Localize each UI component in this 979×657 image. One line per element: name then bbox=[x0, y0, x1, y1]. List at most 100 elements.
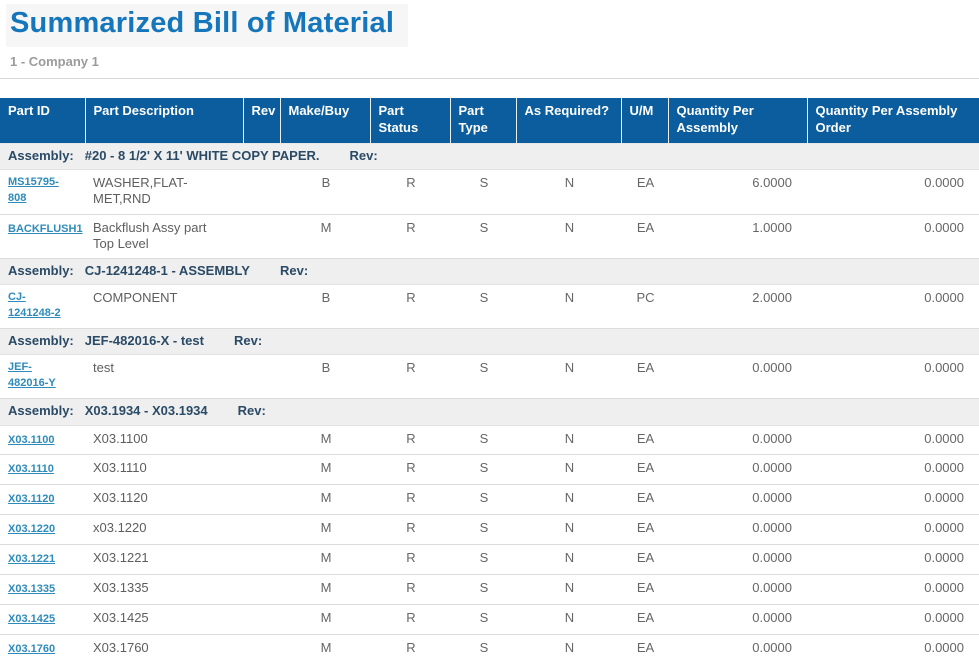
cell-rev bbox=[243, 484, 280, 516]
cell-description: COMPONENT bbox=[85, 284, 243, 330]
cell-description: X03.1110 bbox=[85, 454, 243, 486]
part-id-cell: X03.1760 bbox=[0, 634, 85, 657]
cell-rev bbox=[243, 214, 280, 260]
assembly-group-row: Assembly: X03.1934 - X03.1934 Rev: bbox=[0, 398, 979, 426]
part-id-link[interactable]: CJ-1241248-2 bbox=[8, 291, 61, 320]
cell-rev bbox=[243, 574, 280, 606]
cell-description: Backflush Assy part Top Level bbox=[85, 214, 243, 260]
column-header-part-type: Part Type bbox=[450, 98, 517, 144]
cell-part-status: R bbox=[370, 634, 450, 657]
cell-rev bbox=[243, 454, 280, 486]
assembly-group-cell: Assembly: #20 - 8 1/2' X 11' WHITE COPY P… bbox=[0, 142, 979, 171]
cell-part-type: S bbox=[450, 425, 516, 456]
cell-as-required: N bbox=[516, 169, 621, 215]
cell-as-required: N bbox=[516, 604, 621, 636]
column-header-as-required: As Required? bbox=[516, 98, 622, 144]
part-id-cell: X03.1120 bbox=[0, 484, 85, 516]
column-header-rev: Rev bbox=[243, 98, 281, 144]
assembly-group-cell: Assembly: X03.1934 - X03.1934 Rev: bbox=[0, 398, 979, 426]
cell-qty-per-assembly: 0.0000 bbox=[668, 634, 807, 657]
cell-description: X03.1120 bbox=[85, 484, 243, 516]
part-id-link[interactable]: JEF-482016-Y bbox=[8, 361, 56, 390]
cell-make-buy: M bbox=[280, 514, 370, 546]
cell-part-type: S bbox=[450, 284, 516, 330]
company-subtitle: 1 - Company 1 bbox=[10, 54, 99, 69]
cell-as-required: N bbox=[516, 214, 621, 260]
column-header-make-buy: Make/Buy bbox=[280, 98, 371, 144]
part-row: JEF-482016-Y test B R S N EA 0.0000 0.0000 bbox=[0, 354, 979, 400]
part-id-link[interactable]: X03.1220 bbox=[8, 523, 56, 536]
part-row: X03.1120 X03.1120 M R S N EA 0.0000 0.0000 bbox=[0, 484, 979, 516]
cell-part-status: R bbox=[370, 169, 450, 215]
cell-as-required: N bbox=[516, 454, 621, 486]
part-row: X03.1221 X03.1221 M R S N EA 0.0000 0.0000 bbox=[0, 544, 979, 576]
cell-rev bbox=[243, 284, 280, 330]
part-id-link[interactable]: X03.1335 bbox=[8, 583, 56, 596]
column-header-part-id: Part ID bbox=[0, 98, 86, 144]
column-header-part-description: Part Description bbox=[85, 98, 244, 144]
cell-rev bbox=[243, 634, 280, 657]
assembly-group-row: Assembly: JEF-482016-X - test Rev: bbox=[0, 328, 979, 356]
part-row: X03.1220 x03.1220 M R S N EA 0.0000 0.0000 bbox=[0, 514, 979, 546]
part-id-link[interactable]: BACKFLUSH1 bbox=[8, 222, 83, 235]
cell-part-type: S bbox=[450, 354, 516, 400]
assembly-rev-label: Rev: bbox=[349, 147, 378, 163]
cell-as-required: N bbox=[516, 574, 621, 606]
cell-um: EA bbox=[621, 484, 668, 516]
cell-qty-per-assembly-order: 0.0000 bbox=[807, 544, 979, 576]
part-id-link[interactable]: MS15795-808 bbox=[8, 176, 59, 204]
cell-qty-per-assembly: 6.0000 bbox=[668, 169, 807, 215]
assembly-name: X03.1934 - X03.1934 bbox=[84, 403, 208, 419]
cell-description: x03.1220 bbox=[85, 514, 243, 546]
cell-qty-per-assembly-order: 0.0000 bbox=[807, 214, 979, 260]
part-id-cell: JEF-482016-Y bbox=[0, 354, 85, 400]
cell-part-status: R bbox=[370, 484, 450, 516]
cell-qty-per-assembly: 0.0000 bbox=[668, 514, 807, 546]
part-row: X03.1760 X03.1760 M R S N EA 0.0000 0.0000 bbox=[0, 634, 979, 657]
cell-part-status: R bbox=[370, 214, 450, 260]
cell-part-type: S bbox=[450, 454, 516, 486]
part-id-link[interactable]: X03.1100 bbox=[8, 433, 55, 446]
part-id-link[interactable]: X03.1221 bbox=[8, 553, 56, 566]
column-header-part-status: Part Status bbox=[370, 98, 451, 144]
cell-make-buy: M bbox=[280, 484, 370, 516]
cell-um: EA bbox=[621, 169, 668, 215]
cell-part-status: R bbox=[370, 514, 450, 546]
bom-table-header: Part ID Part Description Rev Make/Buy Part S… bbox=[0, 98, 979, 144]
cell-description: X03.1221 bbox=[85, 544, 243, 576]
cell-part-status: R bbox=[370, 425, 450, 456]
cell-qty-per-assembly: 0.0000 bbox=[668, 354, 807, 400]
cell-rev bbox=[243, 169, 280, 215]
part-id-link[interactable]: X03.1110 bbox=[8, 463, 54, 476]
header-row: Part ID Part Description Rev Make/Buy Part S… bbox=[0, 98, 979, 144]
cell-qty-per-assembly-order: 0.0000 bbox=[807, 604, 979, 636]
cell-um: PC bbox=[621, 284, 668, 330]
part-id-link[interactable]: X03.1760 bbox=[8, 643, 56, 656]
part-id-link[interactable]: X03.1120 bbox=[8, 493, 55, 506]
part-row: X03.1110 X03.1110 M R S N EA 0.0000 0.0000 bbox=[0, 454, 979, 486]
part-id-cell: X03.1100 bbox=[0, 425, 85, 456]
assembly-group-cell: Assembly: CJ-1241248-1 - ASSEMBLY Rev: bbox=[0, 258, 979, 286]
cell-part-status: R bbox=[370, 574, 450, 606]
assembly-label: Assembly: bbox=[8, 263, 74, 279]
report-header: Summarized Bill of Material 1 - Company … bbox=[0, 0, 979, 79]
bom-table-body: Assembly: #20 - 8 1/2' X 11' WHITE COPY P… bbox=[0, 142, 979, 657]
part-id-cell: X03.1220 bbox=[0, 514, 85, 546]
assembly-label: Assembly: bbox=[8, 147, 74, 163]
cell-make-buy: M bbox=[280, 425, 370, 456]
cell-um: EA bbox=[621, 354, 668, 400]
cell-rev bbox=[243, 425, 280, 456]
cell-as-required: N bbox=[516, 284, 621, 330]
part-id-cell: X03.1221 bbox=[0, 544, 85, 576]
part-id-cell: X03.1335 bbox=[0, 574, 85, 606]
cell-description: X03.1100 bbox=[85, 425, 243, 456]
cell-part-type: S bbox=[450, 634, 516, 657]
assembly-name: #20 - 8 1/2' X 11' WHITE COPY PAPER. bbox=[84, 147, 320, 163]
cell-qty-per-assembly-order: 0.0000 bbox=[807, 634, 979, 657]
assembly-rev-label: Rev: bbox=[279, 263, 309, 279]
part-id-link[interactable]: X03.1425 bbox=[8, 613, 56, 626]
cell-qty-per-assembly-order: 0.0000 bbox=[807, 354, 979, 400]
part-id-cell: CJ-1241248-2 bbox=[0, 284, 85, 330]
part-row: X03.1335 X03.1335 M R S N EA 0.0000 0.0000 bbox=[0, 574, 979, 606]
cell-make-buy: M bbox=[280, 454, 370, 486]
